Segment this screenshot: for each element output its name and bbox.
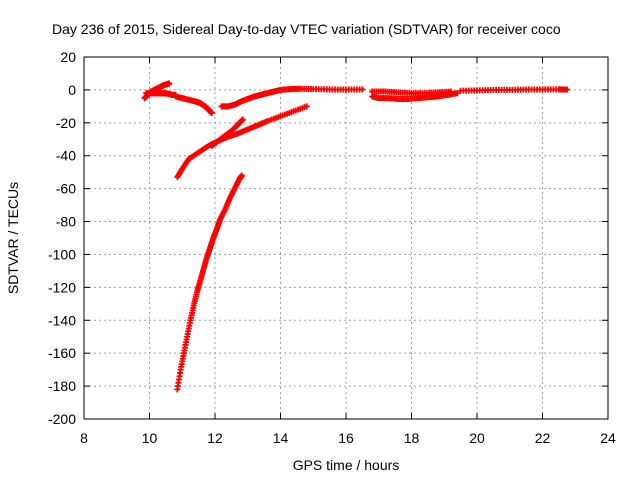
- grid: [84, 57, 608, 419]
- y-tick-label: -200: [48, 411, 76, 427]
- x-tick-label: 14: [273, 430, 289, 446]
- x-tick-label: 24: [600, 430, 616, 446]
- data-point: [454, 90, 461, 97]
- x-tick-label: 8: [80, 430, 88, 446]
- data-point: [238, 172, 245, 179]
- y-tick-label: -80: [56, 214, 76, 230]
- y-tick-label: -140: [48, 312, 76, 328]
- y-tick-label: -40: [56, 148, 76, 164]
- data-point: [166, 80, 173, 87]
- y-tick-label: -180: [48, 378, 76, 394]
- y-tick-label: -20: [56, 115, 76, 131]
- chart-title: Day 236 of 2015, Sidereal Day-to-day VTE…: [52, 21, 561, 37]
- x-axis: 8 10 12 14 16 18 20 22 24: [80, 57, 616, 446]
- y-tick-label: -160: [48, 345, 76, 361]
- y-axis-label: SDTVAR / TECUs: [5, 182, 21, 294]
- data-point: [303, 103, 310, 110]
- y-tick-label: 0: [68, 82, 76, 98]
- x-tick-label: 10: [142, 430, 158, 446]
- y-tick-label: -120: [48, 279, 76, 295]
- data-point: [239, 116, 246, 123]
- data-point: [359, 86, 366, 93]
- x-tick-label: 22: [535, 430, 551, 446]
- series: [172, 93, 215, 116]
- series: [369, 88, 454, 97]
- series: [208, 116, 246, 149]
- y-tick-label: -60: [56, 181, 76, 197]
- x-tick-label: 20: [469, 430, 485, 446]
- series: [457, 86, 571, 94]
- data-point: [564, 86, 571, 93]
- series: [143, 90, 179, 98]
- series: [174, 103, 310, 181]
- x-tick-label: 18: [404, 430, 420, 446]
- data-points: [141, 80, 571, 393]
- y-axis: 20 0 -20 -40 -60 -80 -100 -120 -140 -160 -180 -200: [48, 49, 608, 427]
- y-tick-label: 20: [60, 49, 76, 65]
- series: [218, 85, 366, 110]
- x-tick-label: 12: [207, 430, 223, 446]
- y-tick-label: -100: [48, 246, 76, 262]
- x-tick-label: 16: [338, 430, 354, 446]
- data-point: [447, 88, 454, 95]
- x-axis-label: GPS time / hours: [293, 457, 400, 473]
- data-point: [208, 109, 215, 116]
- series: [174, 172, 245, 393]
